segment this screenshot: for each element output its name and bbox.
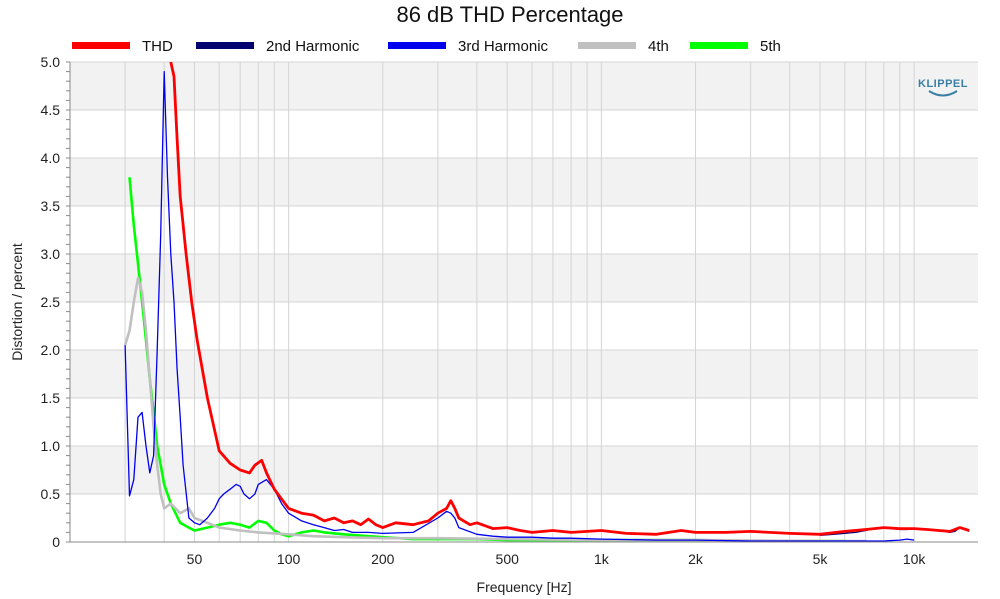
y-tick-label: 4.5 [41, 102, 61, 118]
chart-title: 86 dB THD Percentage [396, 2, 623, 27]
legend-item-3rd-harmonic: 3rd Harmonic [388, 38, 549, 55]
y-tick-label: 3.5 [41, 198, 61, 214]
y-tick-label: 3.0 [41, 246, 61, 262]
x-tick-label: 5k [813, 551, 829, 567]
y-tick-label: 2.5 [41, 294, 61, 310]
grid-band [70, 350, 978, 398]
y-tick-label: 1.0 [41, 438, 61, 454]
x-tick-label: 50 [187, 551, 203, 567]
series-line-thd [169, 61, 970, 536]
legend-item-2nd-harmonic: 2nd Harmonic [196, 38, 360, 55]
y-tick-label: 4.0 [41, 150, 61, 166]
y-tick-label: 2.0 [41, 342, 61, 358]
legend-item-thd: THD [72, 38, 173, 55]
x-tick-label: 500 [496, 551, 520, 567]
y-tick-labels: 0 0.5 1.0 1.5 2.0 2.5 3.0 3.5 4.0 4.5 5.0 [41, 54, 61, 550]
logo-text: KLIPPEL [918, 78, 968, 90]
x-tick-labels: 50 100 200 500 1k 2k 5k 10k [187, 551, 927, 567]
logo-swoosh-icon [928, 90, 958, 97]
legend-label: 5th [760, 38, 781, 55]
plot-grid [69, 61, 978, 543]
klippel-logo: KLIPPEL [918, 78, 968, 97]
legend-item-5th: 5th [690, 38, 781, 55]
y-axis-title: Distortion / percent [9, 243, 25, 361]
legend-swatch [690, 42, 748, 49]
grid-band [70, 158, 978, 206]
series-line-3rd-harmonic [124, 70, 915, 542]
x-tick-label: 2k [688, 551, 704, 567]
x-tick-label: 1k [594, 551, 610, 567]
x-tick-label: 10k [903, 551, 927, 567]
legend-swatch [578, 42, 636, 49]
grid-band [70, 254, 978, 302]
legend-label: 4th [648, 38, 669, 55]
y-tick-label: 0 [52, 534, 60, 550]
grid-band [70, 62, 978, 110]
legend-swatch [72, 42, 130, 49]
chart-legend: THD 2nd Harmonic 3rd Harmonic 4th 5th [72, 38, 781, 55]
series-layer [123, 61, 970, 543]
legend-label: 2nd Harmonic [266, 38, 360, 55]
legend-label: THD [142, 38, 173, 55]
grid-band [70, 446, 978, 494]
plot-axes [66, 61, 978, 543]
legend-item-4th: 4th [578, 38, 669, 55]
legend-swatch [388, 42, 446, 49]
legend-label: 3rd Harmonic [458, 38, 549, 55]
x-tick-label: 100 [277, 551, 301, 567]
legend-swatch [196, 42, 254, 49]
y-tick-label: 0.5 [41, 486, 61, 502]
series-line-4th [123, 276, 866, 543]
y-tick-label: 1.5 [41, 390, 61, 406]
x-tick-label: 200 [371, 551, 395, 567]
x-axis-title: Frequency [Hz] [477, 579, 572, 595]
y-tick-label: 5.0 [41, 54, 61, 70]
